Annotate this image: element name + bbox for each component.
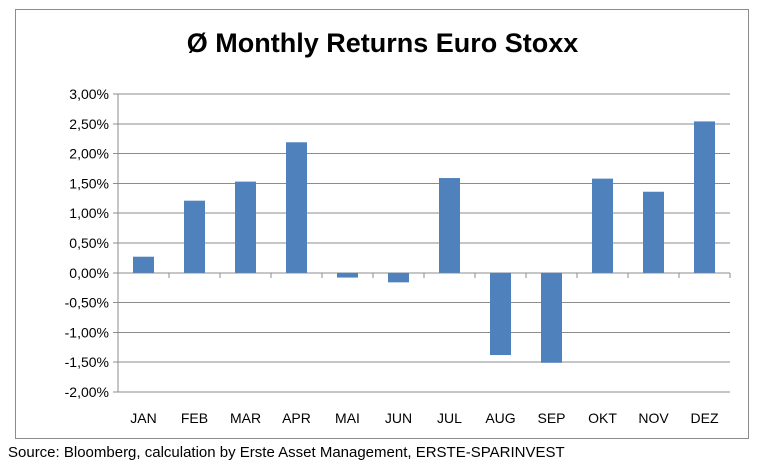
x-category-label: JAN — [130, 410, 156, 426]
y-tick-label: -2,00% — [65, 384, 109, 400]
x-category-label: DEZ — [691, 410, 719, 426]
y-tick-label: 1,00% — [69, 205, 109, 221]
y-tick-label: -0,50% — [65, 295, 109, 311]
y-tick-label: 0,00% — [69, 265, 109, 281]
bar-mar — [235, 181, 256, 273]
x-category-label: SEP — [537, 410, 565, 426]
source-note: Source: Bloomberg, calculation by Erste … — [8, 444, 565, 461]
bar-nov — [643, 191, 664, 273]
x-category-label: JUN — [385, 410, 412, 426]
x-category-label: JUL — [437, 410, 462, 426]
bar-sep — [541, 272, 562, 363]
bar-apr — [286, 142, 307, 273]
bar-jul — [439, 178, 460, 273]
y-tick-label: -1,00% — [65, 324, 109, 340]
x-category-label: NOV — [638, 410, 669, 426]
x-category-label: MAI — [335, 410, 360, 426]
x-category-label: AUG — [485, 410, 515, 426]
y-tick-label: 2,00% — [69, 146, 109, 162]
x-category-label: APR — [282, 410, 311, 426]
bar-dez — [694, 121, 715, 273]
bar-jan — [133, 256, 154, 273]
chart-frame — [15, 9, 749, 439]
y-tick-label: 1,50% — [69, 175, 109, 191]
bar-mai — [337, 272, 358, 278]
x-category-label: MAR — [230, 410, 261, 426]
bar-jun — [388, 272, 409, 283]
y-tick-label: 3,00% — [69, 86, 109, 102]
x-category-label: FEB — [181, 410, 208, 426]
bar-aug — [490, 272, 511, 356]
y-tick-label: 2,50% — [69, 116, 109, 132]
bar-feb — [184, 200, 205, 273]
y-tick-label: -1,50% — [65, 354, 109, 370]
bar-okt — [592, 178, 613, 273]
y-tick-label: 0,50% — [69, 235, 109, 251]
chart-title: Ø Monthly Returns Euro Stoxx — [186, 28, 579, 58]
x-category-label: OKT — [588, 410, 617, 426]
